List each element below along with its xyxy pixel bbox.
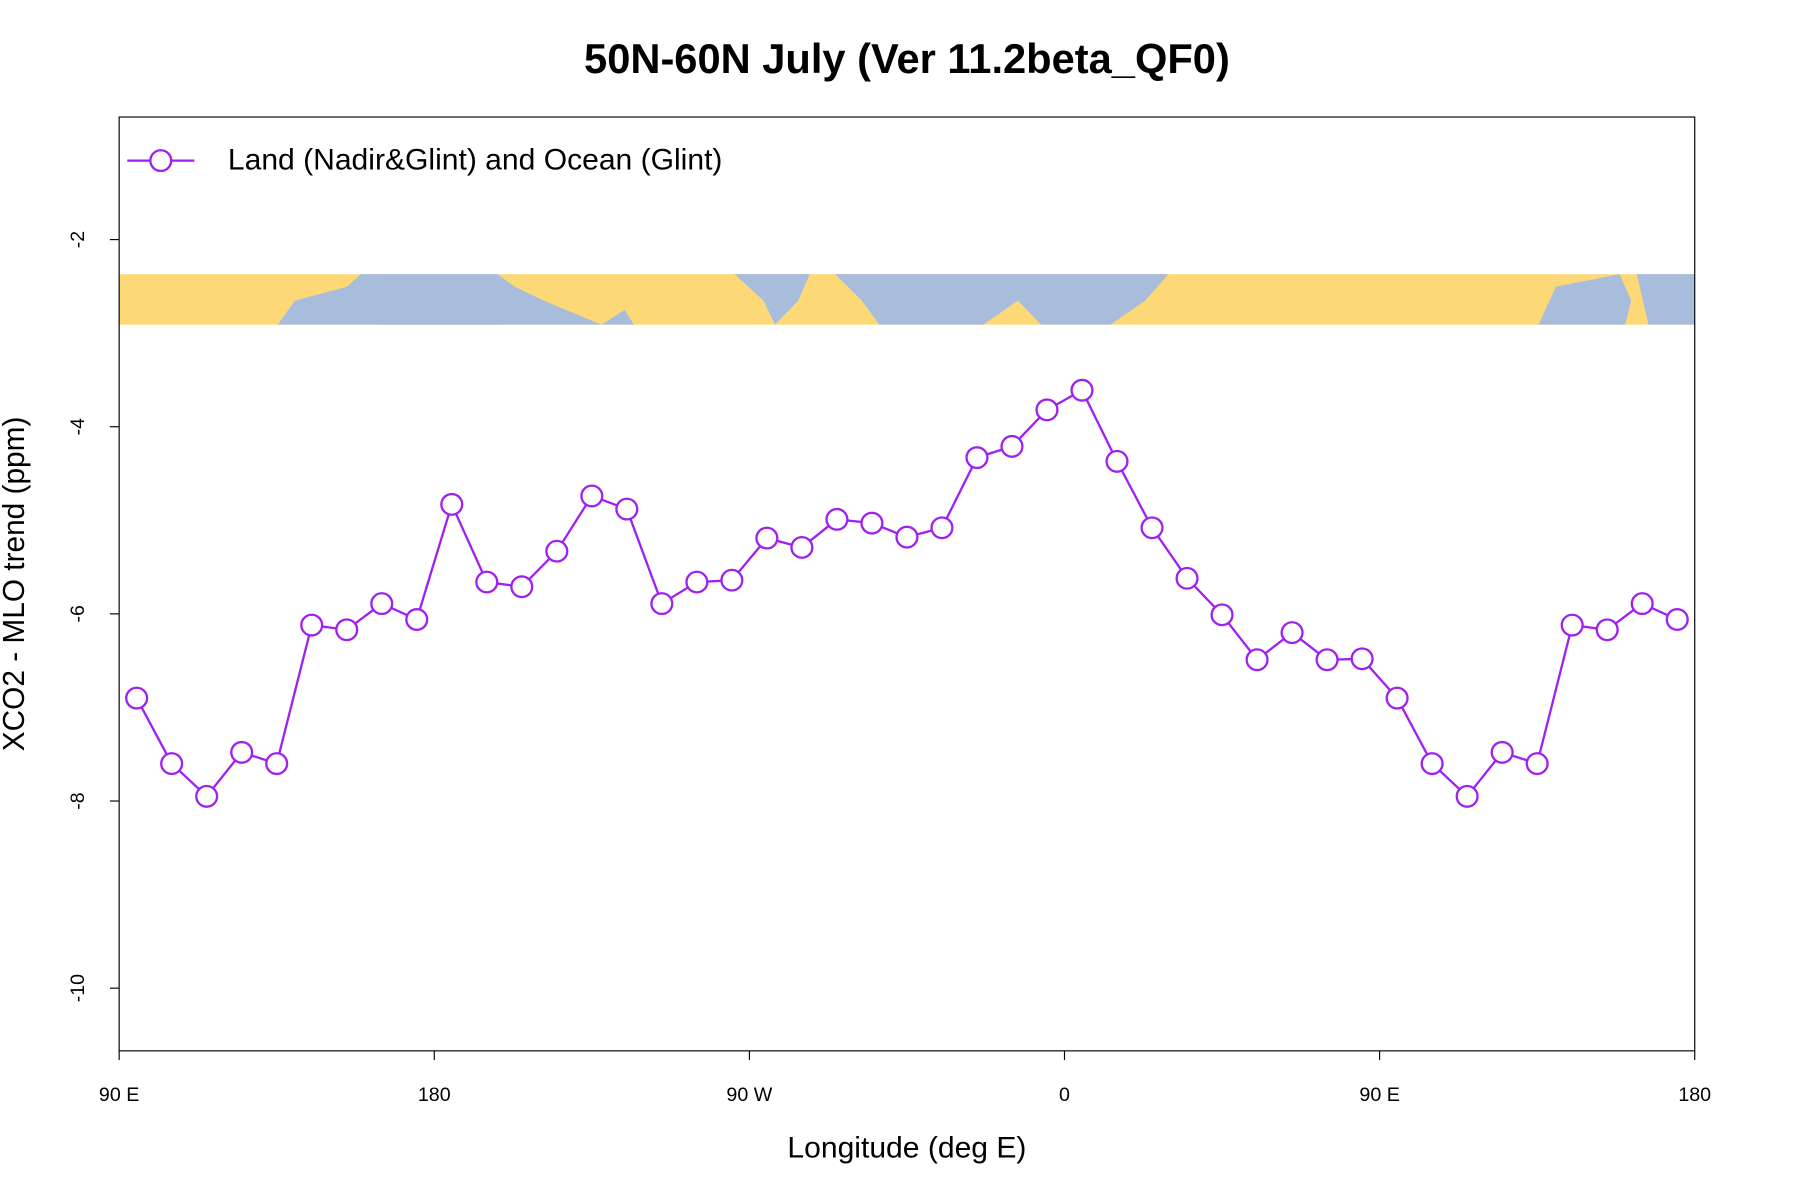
data-point [1630, 592, 1654, 616]
data-point [650, 592, 674, 616]
data-point [405, 608, 429, 631]
data-point [790, 535, 814, 559]
data-point [195, 784, 219, 808]
data-point [300, 613, 324, 637]
x-tick-label: 180 [1678, 1084, 1711, 1106]
data-point [1350, 647, 1374, 671]
data-point [370, 592, 394, 616]
data-point [1490, 740, 1514, 764]
data-point [1070, 378, 1094, 402]
data-point [1210, 603, 1234, 627]
data-point [1175, 566, 1199, 590]
data-point [580, 484, 604, 508]
data-point [1140, 516, 1164, 540]
data-point [615, 497, 639, 521]
x-tick-label: 90 E [99, 1084, 139, 1106]
data-point [475, 570, 499, 594]
data-point [755, 526, 779, 550]
data-point [1595, 618, 1619, 642]
data-point [825, 507, 849, 531]
data-point [160, 752, 184, 776]
data-point [720, 568, 744, 592]
data-point [1420, 752, 1444, 776]
y-tick-label: -4 [67, 418, 89, 435]
x-tick-label: 180 [418, 1084, 451, 1106]
data-point [965, 446, 989, 470]
data-point [1105, 449, 1129, 473]
data-point [895, 525, 919, 549]
y-tick-label: -2 [67, 231, 89, 248]
data-point [1455, 784, 1479, 808]
data-point [1560, 613, 1584, 637]
x-tick-label: 90 W [726, 1084, 772, 1106]
data-point [1385, 686, 1409, 710]
y-tick-label: -10 [67, 974, 89, 1002]
x-tick-label: 0 [1059, 1084, 1070, 1106]
map-strip [119, 274, 1695, 325]
data-point [1000, 434, 1024, 458]
data-point [1315, 648, 1339, 672]
data-point [1525, 752, 1549, 776]
data-point [1245, 648, 1269, 672]
y-axis-label: XCO2 - MLO trend (ppm) [0, 417, 31, 752]
y-tick-label: -8 [67, 792, 89, 809]
legend-marker [149, 149, 173, 173]
data-point [265, 752, 289, 776]
chart-title: 50N-60N July (Ver 11.2beta_QF0) [584, 35, 1230, 82]
y-tick-label: -6 [67, 605, 89, 622]
x-tick-label: 90 E [1359, 1084, 1399, 1106]
plot-frame [118, 116, 1696, 1052]
data-point [335, 618, 359, 642]
data-point [1280, 621, 1304, 645]
data-point [685, 570, 709, 594]
legend-label: Land (Nadir&Glint) and Ocean (Glint) [228, 144, 723, 177]
data-point [1035, 398, 1059, 422]
x-axis-label: Longitude (deg E) [787, 1132, 1026, 1165]
data-point [125, 686, 149, 710]
data-point [1665, 608, 1689, 631]
data-point [440, 492, 464, 516]
data-point [230, 740, 254, 764]
data-point [860, 511, 884, 535]
data-point [510, 575, 534, 599]
data-point [930, 516, 954, 540]
data-point [545, 539, 569, 563]
